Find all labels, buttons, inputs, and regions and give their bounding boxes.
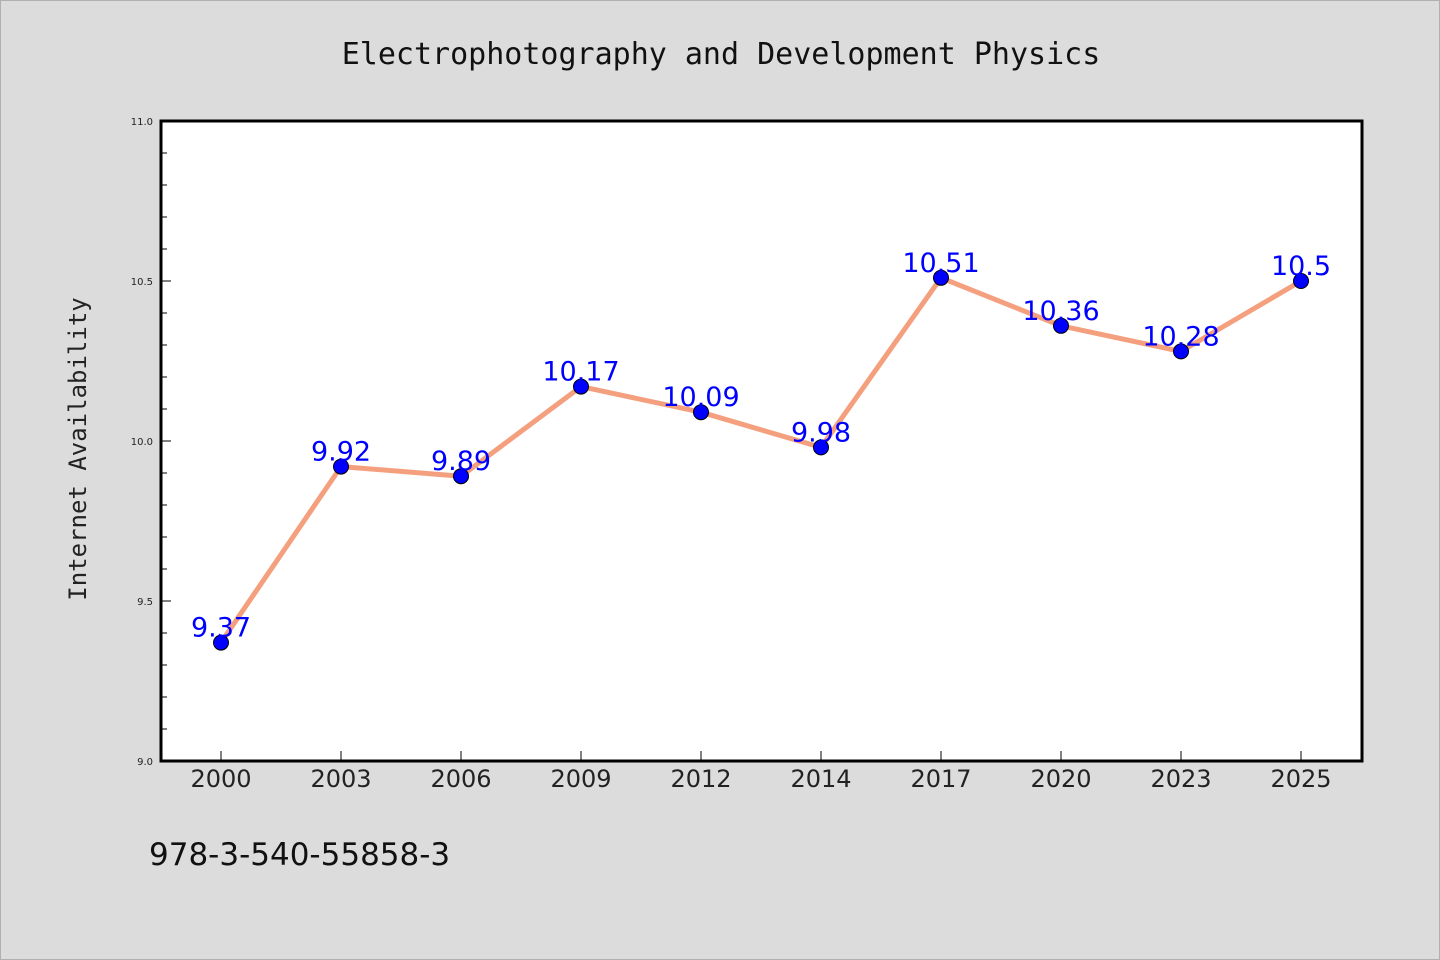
data-label: 9.37 <box>191 613 251 644</box>
data-label: 9.89 <box>431 446 491 477</box>
data-point <box>333 458 349 475</box>
x-tick-label: 2012 <box>670 765 731 793</box>
data-label: 10.36 <box>1022 296 1099 327</box>
y-axis-label: Internet Availability <box>64 297 92 600</box>
x-tick-label: 2025 <box>1270 765 1331 793</box>
data-label: 10.28 <box>1142 321 1219 352</box>
data-labels: 9.37 9.92 9.89 10.17 10.09 9.98 10.51 10.36 10.2… <box>191 248 1331 644</box>
data-point <box>693 404 709 421</box>
x-tick-label: 2017 <box>910 765 971 793</box>
data-label: 10.17 <box>542 357 619 388</box>
data-point <box>933 269 949 286</box>
plot-frame <box>159 119 1364 763</box>
x-tick-label: 2009 <box>550 765 611 793</box>
y-tick-label: 10.0 <box>131 437 153 448</box>
series-layer <box>213 269 1309 651</box>
data-point <box>1053 317 1069 334</box>
series-line <box>218 275 1304 646</box>
data-point <box>813 439 829 456</box>
data-point <box>573 378 589 395</box>
data-label: 9.92 <box>311 437 371 468</box>
data-label: 9.98 <box>791 417 851 448</box>
data-point <box>453 468 469 485</box>
x-tick-label: 2014 <box>790 765 851 793</box>
x-tick-label: 2020 <box>1030 765 1091 793</box>
x-tick-label: 2003 <box>310 765 371 793</box>
y-tick-label: 11.0 <box>131 117 153 128</box>
chart-title: Electrophotography and Development Physi… <box>342 37 1101 72</box>
data-point <box>1293 273 1309 289</box>
data-point <box>1173 343 1189 360</box>
axis-ticks: 9.0 9.5 10.0 10.5 11.0 2000 2003 2006 2009 2012 20… <box>131 117 1332 793</box>
data-label: 10.09 <box>662 382 739 413</box>
data-label: 10.51 <box>902 248 979 279</box>
y-tick-label: 9.0 <box>137 757 153 768</box>
x-tick-label: 2000 <box>190 765 251 793</box>
plot-area <box>161 121 1362 761</box>
data-point <box>213 634 229 651</box>
y-tick-label: 10.5 <box>131 277 153 288</box>
x-tick-label: 2006 <box>430 765 491 793</box>
data-label: 10.5 <box>1271 251 1331 282</box>
y-tick-label: 9.5 <box>137 597 153 608</box>
x-tick-label: 2023 <box>1150 765 1211 793</box>
isbn-footnote: 978-3-540-55858-3 <box>149 837 450 873</box>
